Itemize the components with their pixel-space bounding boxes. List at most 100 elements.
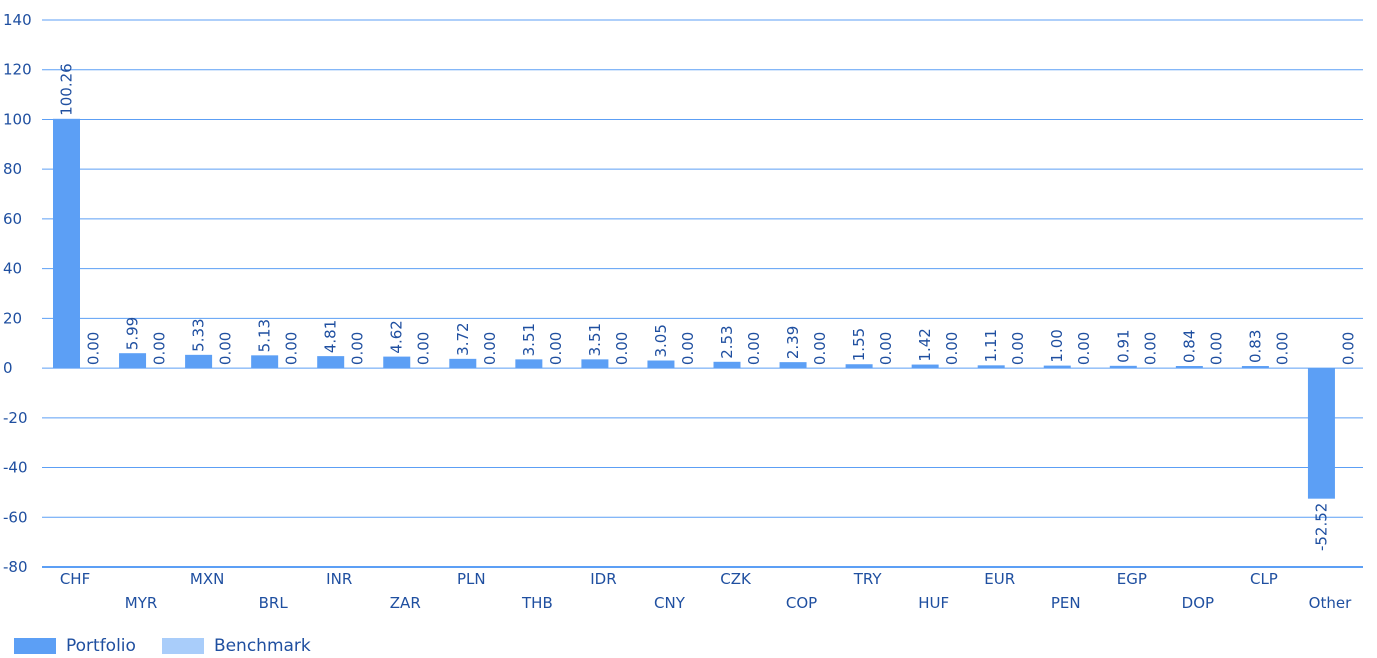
data-label-benchmark: 0.00 — [745, 332, 763, 365]
data-label-benchmark: 0.00 — [283, 332, 301, 365]
x-category-label: MYR — [125, 594, 158, 612]
data-label-portfolio: 0.83 — [1246, 330, 1264, 363]
data-label-benchmark: 0.00 — [217, 332, 235, 365]
data-label-benchmark: 0.00 — [1141, 332, 1159, 365]
legend-item-benchmark[interactable]: Benchmark — [161, 636, 311, 656]
x-category-label: MXN — [190, 570, 224, 588]
y-tick-label: 60 — [3, 210, 22, 228]
legend-label-portfolio: Portfolio — [66, 636, 136, 656]
x-category-label: PEN — [1051, 594, 1081, 612]
bar-portfolio — [581, 359, 609, 369]
bar-portfolio — [1307, 368, 1335, 499]
data-label-benchmark: 0.00 — [1075, 332, 1093, 365]
data-labels: 100.26 0.00 5.99 0.00 5.33 0.00 5.13 0.00 4.81 0.… — [58, 63, 1358, 551]
bar-portfolio — [1175, 366, 1203, 369]
y-tick-label: -20 — [3, 409, 28, 427]
data-label-benchmark: 0.00 — [151, 332, 169, 365]
bar-portfolio — [911, 364, 939, 369]
data-label-portfolio: 1.00 — [1048, 329, 1066, 362]
data-label-benchmark: 0.00 — [85, 332, 103, 365]
bar-portfolio — [977, 365, 1005, 369]
legend: Portfolio Benchmark — [14, 634, 337, 658]
data-label-portfolio: 5.99 — [124, 317, 142, 350]
legend-label-benchmark: Benchmark — [213, 636, 311, 656]
legend-item-portfolio[interactable]: Portfolio — [14, 636, 136, 656]
y-tick-label: 40 — [3, 260, 22, 278]
data-label-portfolio: 1.55 — [850, 328, 868, 361]
data-label-benchmark: 0.00 — [877, 332, 895, 365]
data-label-portfolio: 4.62 — [388, 320, 406, 353]
legend-swatch-benchmark — [161, 638, 204, 654]
x-category-label: THB — [521, 594, 553, 612]
data-label-portfolio: 3.51 — [586, 323, 604, 356]
x-category-label: EUR — [984, 570, 1015, 588]
bar-portfolio — [119, 353, 147, 369]
data-label-portfolio: 1.11 — [982, 329, 1000, 362]
y-axis-ticks: 140 120 100 80 60 40 20 0 -20 -40 -60 -80 — [3, 11, 32, 576]
data-label-benchmark: 0.00 — [349, 332, 367, 365]
bar-portfolio — [1109, 365, 1137, 369]
y-tick-label: -40 — [3, 459, 28, 477]
bar-chart: 140 120 100 80 60 40 20 0 -20 -40 -60 -80 100.26 0.0… — [3, 11, 1363, 612]
legend-swatch-portfolio — [14, 638, 56, 654]
data-label-benchmark: 0.00 — [943, 332, 961, 365]
bar-portfolio — [845, 364, 873, 369]
x-category-label: ZAR — [390, 594, 421, 612]
data-label-benchmark: 0.00 — [811, 332, 829, 365]
data-label-benchmark: 0.00 — [1339, 332, 1357, 365]
y-tick-label: 20 — [3, 309, 22, 327]
data-label-portfolio: 2.53 — [718, 325, 736, 358]
bars — [53, 118, 1335, 499]
bar-portfolio — [317, 356, 345, 369]
y-tick-label: -60 — [3, 508, 28, 526]
x-category-label: CNY — [654, 594, 686, 612]
y-tick-label: 0 — [3, 359, 13, 377]
data-label-benchmark: 0.00 — [415, 332, 433, 365]
x-category-label: CZK — [720, 570, 752, 588]
y-tick-label: 120 — [3, 61, 32, 79]
bar-portfolio — [779, 362, 807, 369]
data-label-portfolio: 4.81 — [322, 320, 340, 353]
data-label-portfolio: 2.39 — [784, 326, 802, 359]
x-category-label: EGP — [1117, 570, 1147, 588]
data-label-portfolio: 0.84 — [1180, 330, 1198, 363]
data-label-portfolio: 1.42 — [916, 328, 934, 361]
data-label-benchmark: 0.00 — [1009, 332, 1027, 365]
data-label-portfolio: 3.51 — [520, 323, 538, 356]
data-label-portfolio: 5.13 — [256, 319, 274, 352]
x-category-label: CLP — [1250, 570, 1278, 588]
bar-portfolio — [647, 360, 675, 369]
data-label-benchmark: 0.00 — [679, 332, 697, 365]
bar-portfolio — [1043, 365, 1071, 369]
x-category-label: DOP — [1182, 594, 1214, 612]
gridlines — [42, 19, 1363, 568]
data-label-benchmark: 0.00 — [1207, 332, 1225, 365]
y-tick-label: 80 — [3, 160, 22, 178]
bar-portfolio — [185, 354, 213, 369]
bar-portfolio — [515, 359, 543, 369]
data-label-benchmark: 0.00 — [613, 332, 631, 365]
x-category-label: PLN — [457, 570, 486, 588]
y-tick-label: -80 — [3, 558, 28, 576]
x-category-label: COP — [786, 594, 817, 612]
data-label-portfolio: 100.26 — [58, 63, 76, 116]
x-category-label: IDR — [590, 570, 616, 588]
x-axis-categories: CHF MYR MXN BRL INR ZAR PLN THB IDR CNY CZK COP TRY H… — [60, 570, 1352, 612]
x-category-label: HUF — [918, 594, 949, 612]
bar-portfolio — [449, 358, 477, 369]
data-label-benchmark: 0.00 — [1273, 332, 1291, 365]
bar-portfolio — [53, 118, 80, 369]
x-category-label: INR — [326, 570, 352, 588]
y-tick-label: 100 — [3, 110, 32, 128]
x-category-label: TRY — [853, 570, 883, 588]
y-tick-label: 140 — [3, 11, 32, 29]
data-label-portfolio: 3.05 — [652, 324, 670, 357]
x-category-label: BRL — [259, 594, 289, 612]
bar-portfolio — [383, 356, 411, 369]
bar-portfolio — [1241, 366, 1269, 369]
data-label-portfolio: -52.52 — [1312, 503, 1330, 551]
bar-portfolio — [251, 355, 279, 369]
data-label-benchmark: 0.00 — [547, 332, 565, 365]
data-label-portfolio: 0.91 — [1114, 329, 1132, 362]
data-label-portfolio: 3.72 — [454, 322, 472, 355]
